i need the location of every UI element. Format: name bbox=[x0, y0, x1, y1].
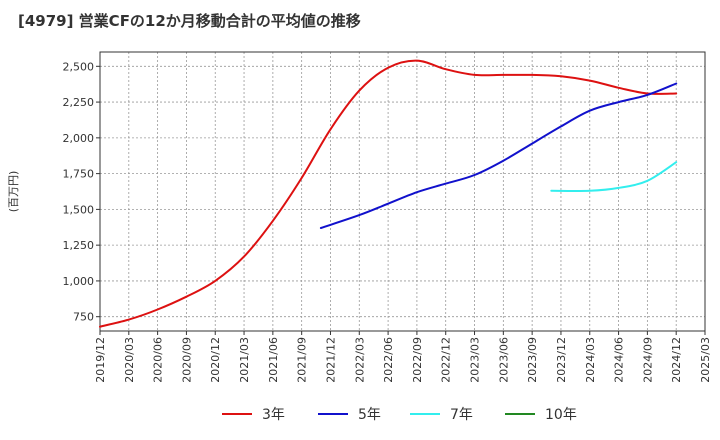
x-tick-label: 2021/03 bbox=[238, 337, 251, 383]
legend-label-1: 3年 bbox=[262, 407, 285, 423]
x-tick-label: 2024/06 bbox=[613, 337, 626, 383]
x-tick-label: 2021/12 bbox=[324, 337, 337, 383]
x-tick-label: 2020/03 bbox=[123, 337, 136, 383]
y-tick-label: 2,500 bbox=[63, 60, 95, 73]
x-tick-label: 2023/03 bbox=[469, 337, 482, 383]
series-line-2 bbox=[319, 82, 678, 229]
x-tick-label: 2019/12 bbox=[94, 337, 107, 383]
series-line-3 bbox=[550, 161, 678, 193]
x-tick-label: 2024/09 bbox=[641, 337, 654, 383]
x-tick-label: 2020/12 bbox=[209, 337, 222, 383]
x-tick-label: 2024/12 bbox=[670, 337, 683, 383]
x-tick-label: 2022/03 bbox=[353, 337, 366, 383]
y-axis-label: (百万円) bbox=[7, 171, 20, 213]
legend-label-3: 7年 bbox=[450, 407, 473, 423]
legend-label-4: 10年 bbox=[545, 407, 577, 423]
y-tick-label: 1,750 bbox=[63, 168, 95, 181]
y-tick-label: 1,000 bbox=[63, 275, 95, 288]
x-tick-label: 2025/03 bbox=[699, 337, 712, 383]
y-tick-label: 2,000 bbox=[63, 132, 95, 145]
y-tick-label: 1,500 bbox=[63, 203, 95, 216]
y-tick-label: 750 bbox=[73, 311, 94, 324]
plot-frame bbox=[99, 51, 706, 332]
y-tick-label: 2,250 bbox=[63, 96, 95, 109]
x-tick-label: 2022/09 bbox=[411, 337, 424, 383]
x-tick-label: 2023/06 bbox=[497, 337, 510, 383]
series-line-1 bbox=[99, 59, 678, 328]
x-tick-label: 2023/09 bbox=[526, 337, 539, 383]
x-tick-label: 2022/12 bbox=[440, 337, 453, 383]
x-tick-label: 2022/06 bbox=[382, 337, 395, 383]
x-tick-label: 2020/06 bbox=[152, 337, 165, 383]
x-tick-label: 2023/12 bbox=[555, 337, 568, 383]
x-tick-label: 2021/09 bbox=[296, 337, 309, 383]
x-tick-label: 2021/06 bbox=[267, 337, 280, 383]
x-tick-label: 2020/09 bbox=[180, 337, 193, 383]
y-tick-label: 1,250 bbox=[63, 239, 95, 252]
legend-label-2: 5年 bbox=[358, 407, 381, 423]
chart-title: [4979] 営業CFの12か月移動合計の平均値の推移 bbox=[18, 12, 361, 30]
x-tick-label: 2024/03 bbox=[584, 337, 597, 383]
